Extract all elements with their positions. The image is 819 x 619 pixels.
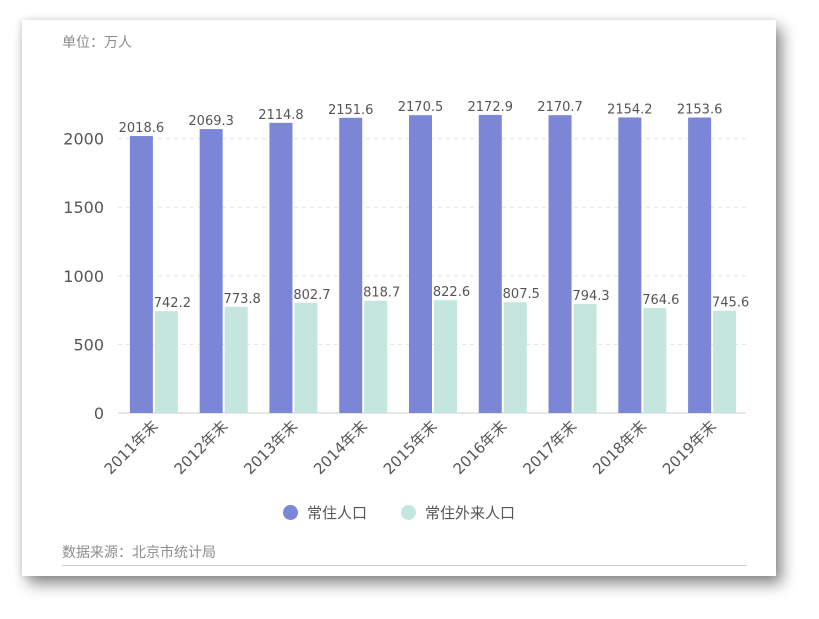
x-tick-label: 2017年末 — [519, 417, 580, 478]
data-label-resident: 2018.6 — [119, 121, 165, 136]
x-tick-label: 2012年末 — [171, 417, 232, 478]
legend-swatch-resident — [282, 505, 298, 520]
unit-label: 单位：万人 — [62, 35, 132, 51]
legend-label-migrant: 常住外来人口 — [425, 504, 516, 522]
y-tick-label: 500 — [73, 335, 104, 354]
x-tick-label: 2013年末 — [240, 417, 301, 478]
data-source: 数据来源：北京市统计局 — [62, 545, 216, 561]
data-label-resident: 2170.7 — [537, 100, 583, 115]
data-label-migrant: 745.6 — [712, 296, 749, 311]
legend-item-resident[interactable]: 常住人口 — [282, 502, 367, 523]
y-tick-label: 1000 — [63, 267, 104, 286]
bar-migrant — [224, 306, 248, 413]
bar-resident — [548, 115, 572, 413]
bar-migrant — [503, 302, 527, 413]
bar-migrant — [434, 300, 457, 413]
data-label-migrant: 773.8 — [224, 292, 261, 307]
legend-label-resident: 常住人口 — [306, 504, 367, 522]
data-label-migrant: 822.6 — [433, 285, 470, 300]
y-tick-label: 1500 — [63, 198, 104, 217]
bar-migrant — [573, 304, 597, 413]
data-label-migrant: 742.2 — [154, 296, 191, 311]
bar-resident — [269, 122, 293, 414]
y-tick-label: 0 — [94, 404, 104, 423]
data-label-resident: 2151.6 — [328, 103, 374, 118]
bar-migrant — [364, 300, 388, 413]
data-label-resident: 2172.9 — [468, 100, 514, 115]
y-tick-label: 2000 — [63, 130, 104, 149]
bar-migrant — [643, 308, 667, 413]
legend-swatch-migrant — [401, 505, 416, 520]
data-label-resident: 2153.6 — [677, 103, 723, 118]
x-tick-label: 2019年末 — [659, 417, 720, 478]
bar-resident — [409, 115, 432, 413]
data-label-resident: 2154.2 — [607, 102, 653, 117]
data-label-migrant: 807.5 — [503, 287, 540, 302]
x-tick-label: 2015年末 — [380, 417, 441, 478]
chart-card: 单位：万人 0 500 1000 1500 2000 2018.6 742.2 2011年末 2… — [22, 20, 776, 576]
bar-migrant — [294, 302, 318, 413]
divider — [62, 565, 747, 566]
bar-resident — [618, 117, 642, 414]
bar-resident — [339, 117, 363, 414]
chart-legend: 常住人口 常住外来人口 — [22, 502, 776, 523]
x-tick-label: 2014年末 — [310, 417, 371, 478]
x-tick-label: 2011年末 — [101, 417, 162, 478]
x-tick-label: 2018年末 — [589, 417, 650, 478]
bar-migrant — [713, 310, 737, 413]
data-label-migrant: 818.7 — [363, 286, 400, 301]
bar-resident — [129, 136, 153, 413]
legend-item-migrant[interactable]: 常住外来人口 — [401, 502, 515, 523]
bar-migrant — [154, 311, 178, 413]
bar-resident — [478, 114, 502, 414]
bar-resident — [199, 129, 223, 413]
x-tick-label: 2016年末 — [450, 417, 511, 478]
data-label-migrant: 794.3 — [572, 289, 609, 304]
data-label-resident: 2069.3 — [188, 114, 234, 129]
bar-resident — [688, 117, 712, 414]
data-label-resident: 2114.8 — [258, 108, 304, 123]
bar-chart: 0 500 1000 1500 2000 2018.6 742.2 2011年末 2069.3 7… — [63, 100, 749, 478]
data-label-migrant: 764.6 — [642, 293, 679, 308]
data-label-migrant: 802.7 — [293, 288, 330, 303]
data-label-resident: 2170.5 — [398, 100, 444, 115]
